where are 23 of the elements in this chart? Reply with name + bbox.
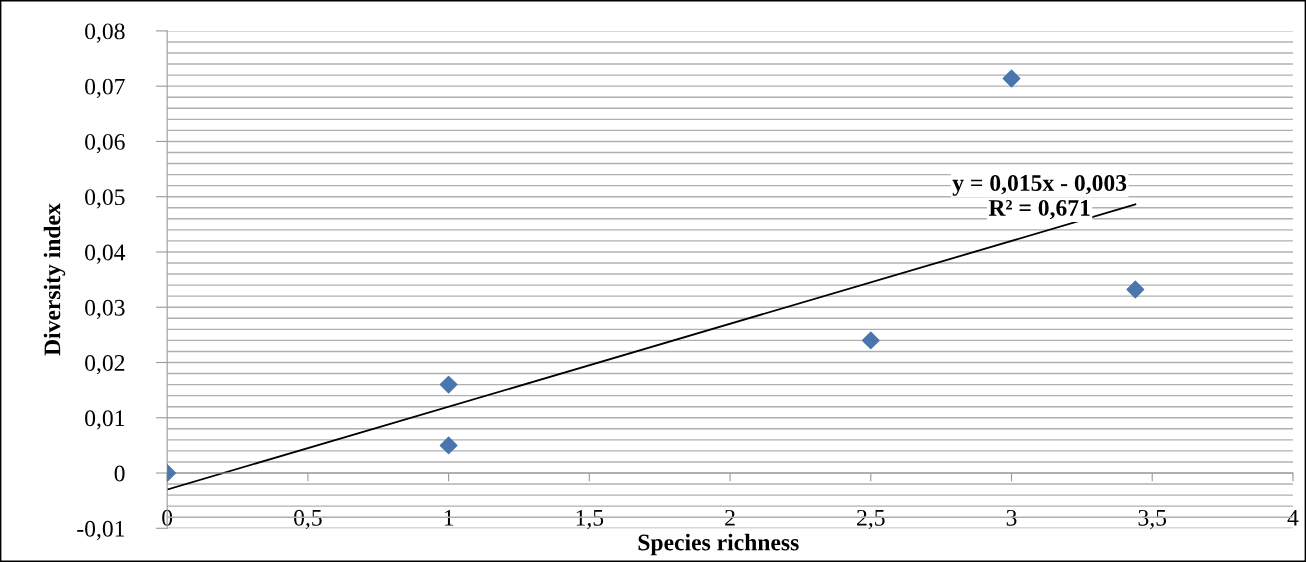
y-tick-label: 0,04 — [85, 244, 126, 264]
point — [439, 375, 458, 394]
y-tick-label: 0,06 — [85, 133, 125, 154]
point — [1002, 69, 1021, 88]
y-tick-label: 0,02 — [85, 354, 125, 375]
annotation: R² = 0,671 — [988, 199, 1090, 220]
y-tick-label: -0,01 — [77, 520, 125, 541]
x-axis-title: Species richness — [638, 533, 799, 556]
y-tick-label: 0 — [114, 465, 125, 482]
point — [1126, 280, 1145, 299]
y-tick-label: 0,05 — [85, 189, 125, 209]
x-tick-label: 0 — [162, 509, 173, 526]
annotation: y = 0,015x - 0,003 — [952, 175, 1127, 196]
y-tick-label: 0,07 — [85, 78, 125, 98]
y-tick-label: 0,08 — [85, 23, 125, 43]
y-tick-label: 0,01 — [85, 410, 125, 430]
x-tick-label: 2 — [725, 509, 735, 526]
point — [861, 331, 880, 350]
point — [439, 436, 458, 455]
x-tick-label: 1 — [444, 509, 454, 526]
x-tick-label: 4 — [1287, 509, 1299, 526]
y-tick-label: 0,03 — [85, 299, 125, 320]
y-axis-title: Diversity index — [43, 203, 66, 356]
